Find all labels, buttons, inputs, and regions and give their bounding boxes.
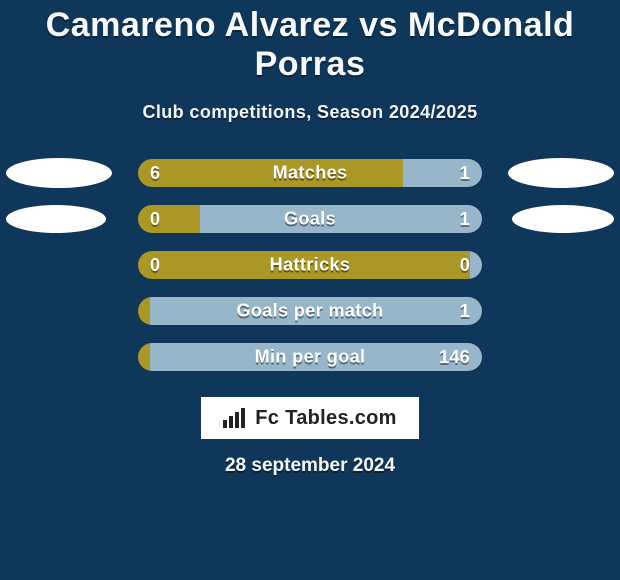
stat-value-left — [138, 297, 150, 325]
stat-bar: 00Hattricks — [138, 251, 482, 279]
stat-row: 01Goals — [0, 205, 620, 233]
bar-chart-icon — [223, 408, 249, 428]
team-badge-left — [6, 158, 112, 188]
stat-bar: 146Min per goal — [138, 343, 482, 371]
stat-value-left: 6 — [138, 159, 403, 187]
stat-value-right: 0 — [470, 251, 482, 279]
stat-value-left: 0 — [138, 205, 200, 233]
page-subtitle: Club competitions, Season 2024/2025 — [0, 102, 620, 123]
page-title: Camareno Alvarez vs McDonald Porras — [0, 0, 620, 84]
stat-value-right: 1 — [403, 159, 482, 187]
stat-value-right: 1 — [150, 297, 482, 325]
source-logo: Fc Tables.com — [201, 397, 419, 439]
stats-container: 61Matches 01Goals 00Hattricks 1Goals per ma… — [0, 159, 620, 371]
team-badge-left — [6, 205, 106, 233]
stat-value-left: 0 — [138, 251, 470, 279]
stat-bar: 61Matches — [138, 159, 482, 187]
team-badge-right — [508, 158, 614, 188]
stat-value-right: 1 — [200, 205, 482, 233]
logo-text-fc: Fc — [255, 407, 279, 430]
stat-bar: 1Goals per match — [138, 297, 482, 325]
stat-row: 61Matches — [0, 159, 620, 187]
logo-text-tables: Tables.com — [285, 407, 397, 430]
stat-value-left — [138, 343, 150, 371]
date-text: 28 september 2024 — [0, 455, 620, 477]
stat-value-right: 146 — [150, 343, 482, 371]
stat-row: 146Min per goal — [0, 343, 620, 371]
stat-row: 1Goals per match — [0, 297, 620, 325]
team-badge-right — [512, 205, 614, 233]
stat-bar: 01Goals — [138, 205, 482, 233]
stat-row: 00Hattricks — [0, 251, 620, 279]
